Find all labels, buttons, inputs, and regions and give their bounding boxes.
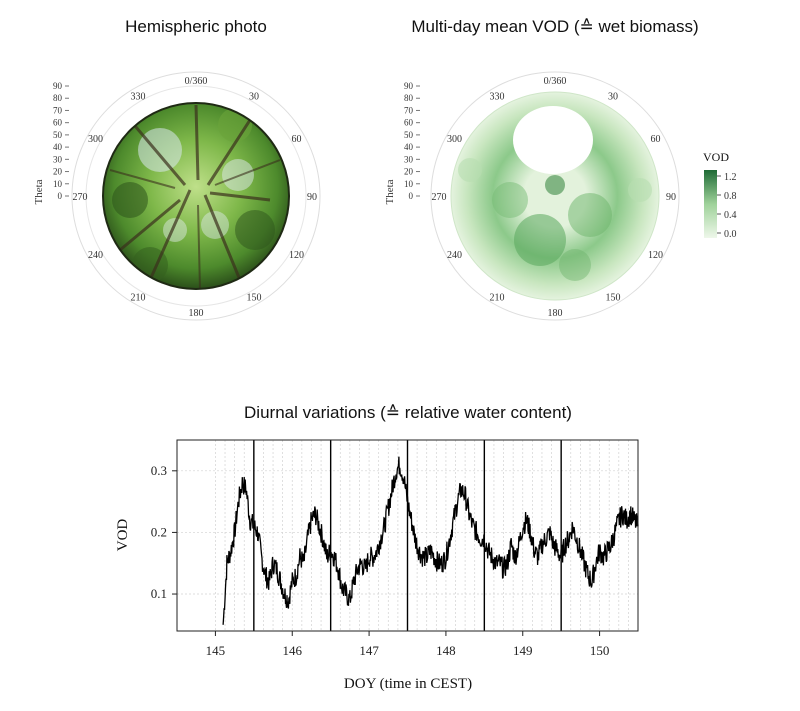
hemispheric-photo-panel: 0/360 30 60 90 120 150 180 210 240 270 300 330 0 10 2…: [33, 71, 321, 321]
vod-map: [450, 91, 660, 301]
x-tick-label: 147: [359, 643, 379, 658]
azimuth-label: 0/360: [185, 76, 208, 87]
vod-series-line: [222, 456, 639, 625]
theta-tick-label: 90: [404, 81, 414, 91]
y-axis-ticks: 0.1 0.2 0.3: [151, 463, 177, 601]
legend-tick-label: 1.2: [724, 172, 737, 183]
theta-tick-label: 90: [53, 81, 63, 91]
theta-axis-label: Theta: [33, 179, 45, 204]
legend-tick-label: 0.4: [724, 210, 737, 221]
vod-map-panel: 0/360 30 60 90 120 150 180 210 240 270 300 330 0 10 2…: [384, 71, 737, 321]
theta-tick-label: 0: [58, 191, 63, 201]
diurnal-line-chart: 145 146 147 148 149 150 0.1 0.2 0.3 DOY (time i…: [115, 439, 639, 692]
legend-ticks: 0.0 0.4 0.8 1.2: [717, 172, 737, 240]
theta-tick-label: 60: [404, 118, 414, 128]
azimuth-label: 240: [88, 250, 103, 261]
azimuth-label: 120: [648, 250, 663, 261]
theta-tick-label: 30: [53, 154, 63, 164]
azimuth-labels-left: 0/360 30 60 90 120 150 180 210 240 270 300 330: [73, 76, 318, 319]
theta-tick-label: 40: [404, 142, 414, 152]
theta-tick-label: 80: [404, 93, 414, 103]
theta-tick-label: 80: [53, 93, 63, 103]
azimuth-label: 210: [490, 292, 505, 303]
theta-tick-label: 0: [409, 191, 414, 201]
azimuth-label: 240: [447, 250, 462, 261]
theta-tick-label: 20: [404, 167, 414, 177]
theta-tick-label: 60: [53, 118, 63, 128]
theta-axis-left: 0 10 20 30 40 50 60 70 80 90 Theta: [33, 81, 69, 205]
azimuth-label: 0/360: [544, 76, 567, 87]
theta-axis-label: Theta: [384, 179, 396, 204]
legend-tick-label: 0.0: [724, 229, 737, 240]
theta-tick-label: 30: [404, 154, 414, 164]
legend-colorbar: [704, 170, 717, 238]
azimuth-label: 30: [249, 92, 259, 103]
theta-tick-label: 70: [53, 105, 63, 115]
theta-axis-right: 0 10 20 30 40 50 60 70 80 90 Theta: [384, 81, 420, 205]
y-tick-label: 0.1: [151, 586, 167, 601]
canopy-photo: [102, 102, 290, 290]
azimuth-label: 270: [73, 192, 88, 203]
theta-tick-label: 10: [53, 179, 63, 189]
azimuth-label: 330: [131, 92, 146, 103]
legend-title: VOD: [703, 150, 729, 164]
azimuth-label: 300: [447, 134, 462, 145]
x-tick-label: 146: [283, 643, 303, 658]
vodmap-title: Multi-day mean VOD (≙ wet biomass): [411, 17, 698, 36]
theta-tick-label: 50: [404, 130, 414, 140]
y-tick-label: 0.2: [151, 524, 167, 539]
x-tick-label: 150: [590, 643, 610, 658]
plot-frame: [176, 439, 639, 632]
x-tick-label: 149: [513, 643, 533, 658]
theta-tick-label: 10: [404, 179, 414, 189]
azimuth-label: 150: [606, 292, 621, 303]
azimuth-label: 90: [307, 192, 317, 203]
azimuth-label: 90: [666, 192, 676, 203]
x-tick-label: 148: [436, 643, 456, 658]
azimuth-label: 300: [88, 134, 103, 145]
azimuth-label: 60: [650, 134, 660, 145]
hemi-title: Hemispheric photo: [125, 17, 267, 36]
y-axis-label: VOD: [115, 519, 131, 552]
theta-tick-label: 70: [404, 105, 414, 115]
legend-tick-label: 0.8: [724, 191, 737, 202]
azimuth-label: 30: [608, 92, 618, 103]
y-tick-label: 0.3: [151, 463, 167, 478]
azimuth-labels-right: 0/360 30 60 90 120 150 180 210 240 270 300 330: [432, 76, 677, 319]
azimuth-label: 150: [247, 292, 262, 303]
x-tick-label: 145: [206, 643, 226, 658]
azimuth-label: 180: [548, 308, 563, 319]
azimuth-label: 270: [432, 192, 447, 203]
azimuth-label: 180: [189, 308, 204, 319]
azimuth-label: 210: [131, 292, 146, 303]
azimuth-label: 60: [291, 134, 301, 145]
azimuth-label: 330: [490, 92, 505, 103]
azimuth-label: 120: [289, 250, 304, 261]
diurnal-title: Diurnal variations (≙ relative water con…: [244, 403, 572, 422]
theta-tick-label: 40: [53, 142, 63, 152]
x-axis-label: DOY (time in CEST): [344, 676, 472, 692]
x-axis-ticks: 145 146 147 148 149 150: [206, 631, 610, 658]
polar-grid-left: [71, 71, 321, 321]
theta-tick-label: 20: [53, 167, 63, 177]
theta-tick-label: 50: [53, 130, 63, 140]
vod-legend: VOD 0.0 0.4 0.8 1.2: [703, 150, 737, 240]
